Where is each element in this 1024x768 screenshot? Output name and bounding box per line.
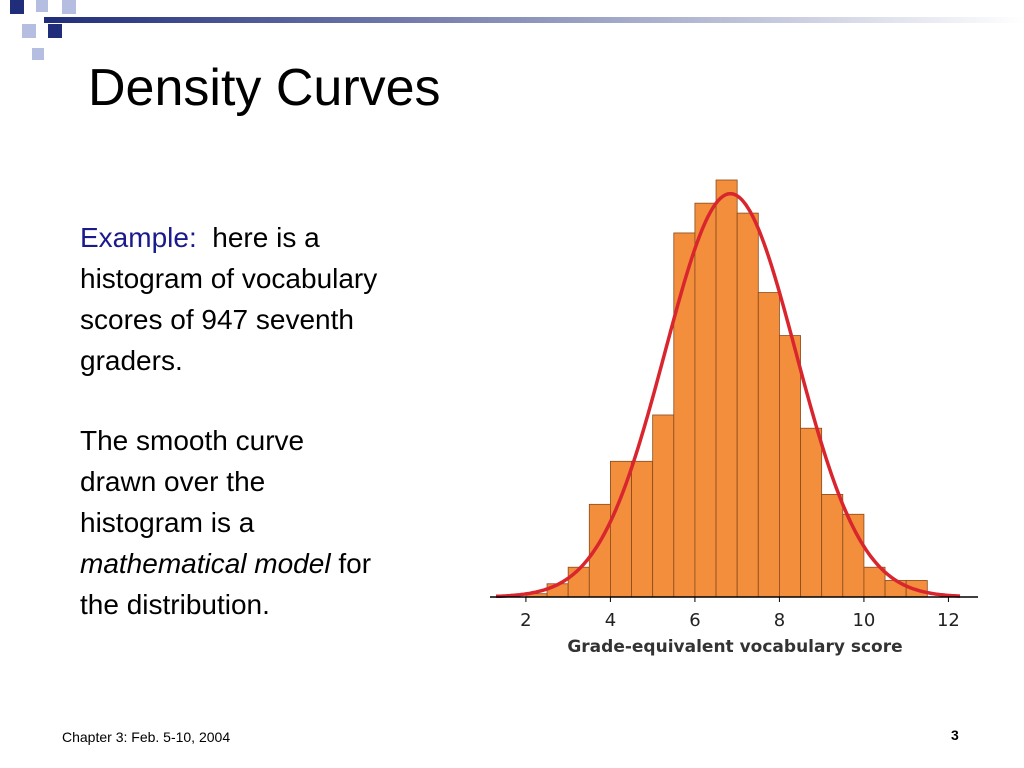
bar — [715, 179, 738, 598]
deco-square — [22, 24, 36, 38]
page-number: 3 — [951, 727, 959, 743]
bar — [736, 212, 759, 598]
slide-title: Density Curves — [88, 59, 441, 117]
bar — [757, 292, 780, 598]
x-tick-label: 10 — [852, 610, 875, 631]
deco-square — [62, 0, 76, 14]
x-tick-label: 12 — [937, 610, 960, 631]
deco-square — [48, 24, 62, 38]
deco-square — [36, 0, 48, 12]
bar — [652, 414, 675, 598]
body-line: Example: here is a — [80, 222, 320, 254]
x-tick-label: 6 — [689, 610, 700, 631]
deco-square — [32, 48, 44, 60]
header-rule — [44, 17, 1024, 23]
bar — [779, 335, 801, 598]
body-line: graders. — [80, 345, 183, 376]
density-curve — [496, 191, 961, 599]
body-line: mathematical model for — [80, 548, 371, 580]
footer-text: Chapter 3: Feb. 5-10, 2004 — [62, 729, 231, 745]
body-line: histogram of vocabulary — [80, 263, 378, 294]
bar — [694, 202, 717, 598]
emphasis: mathematical model — [80, 548, 331, 579]
body-text: here is a — [212, 222, 320, 253]
body-text: for — [338, 548, 372, 579]
deco-square — [10, 0, 24, 14]
body-line: scores of 947 seventh — [80, 304, 354, 335]
example-label: Example: — [80, 222, 197, 253]
x-tick-label: 8 — [774, 610, 785, 631]
x-tick-label: 4 — [605, 610, 616, 631]
body-line: drawn over the — [80, 466, 266, 497]
body-line: histogram is a — [80, 507, 255, 538]
x-axis-label: Grade-equivalent vocabulary score — [567, 637, 902, 657]
bar — [800, 427, 823, 598]
body-line: The smooth curve — [80, 425, 305, 456]
body-line: the distribution. — [80, 589, 270, 620]
bar — [821, 494, 844, 598]
x-tick-label: 2 — [520, 610, 531, 631]
bar — [863, 566, 886, 598]
bar — [631, 460, 654, 598]
